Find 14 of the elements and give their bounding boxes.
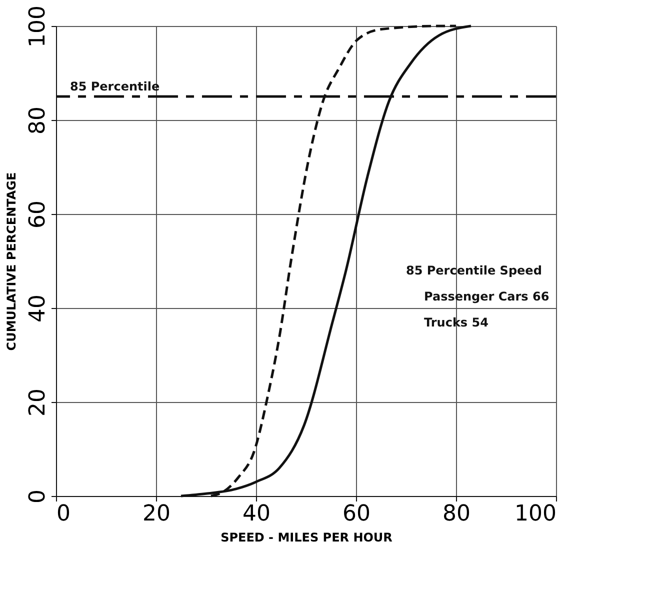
x-tick-label: 20 [142,502,170,526]
y-tick-label: 80 [26,106,50,134]
x-tick-label: 80 [442,502,470,526]
x-axis-title: SPEED - MILES PER HOUR [220,530,392,544]
y-tick-label: 0 [26,490,50,504]
y-tick-label: 40 [26,294,50,322]
x-tick-label: 60 [342,502,370,526]
x-tick-label: 100 [514,502,556,526]
y-tick-label: 100 [26,6,50,48]
x-tick-label: 40 [242,502,270,526]
x-tick-label: 0 [56,502,70,526]
y-tick-label: 60 [26,200,50,228]
y-tick-label: 20 [26,388,50,416]
y-axis-title: CUMULATIVE PERCENTAGE [4,172,18,351]
